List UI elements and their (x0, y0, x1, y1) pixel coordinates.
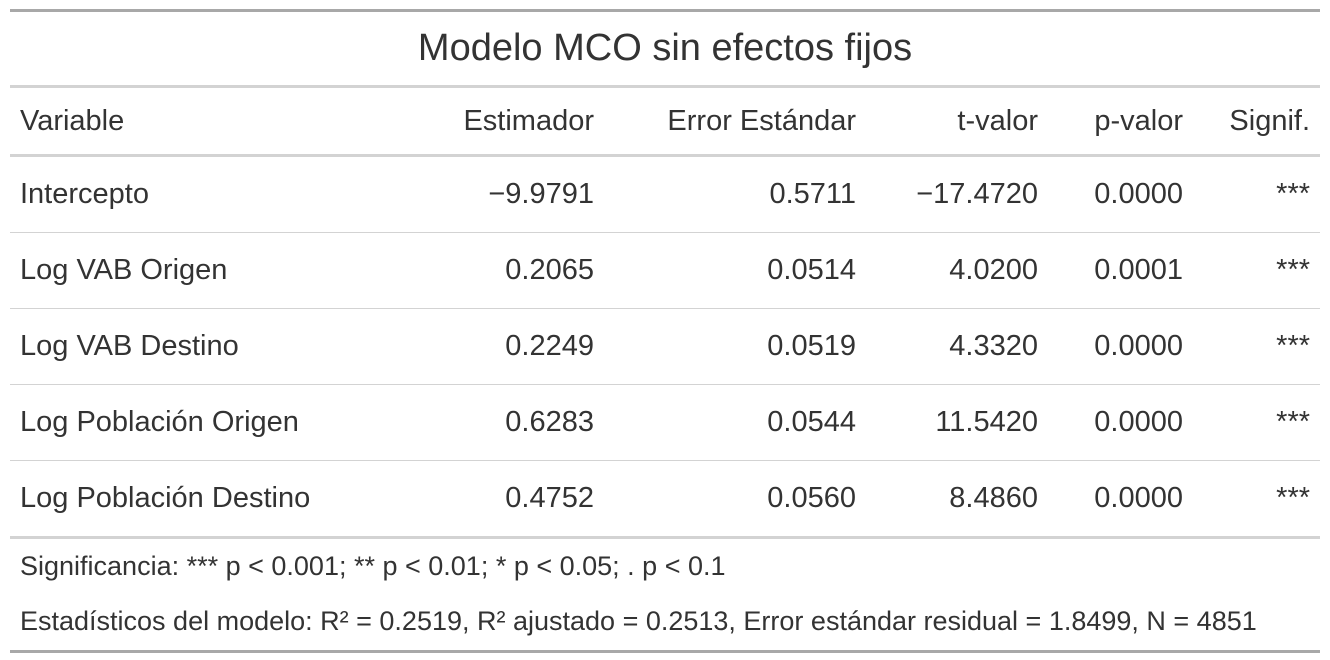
row-label: Log Población Destino (10, 460, 422, 539)
cell: 8.4860 (866, 460, 1048, 539)
footnote: Significancia: *** p < 0.001; ** p < 0.0… (20, 550, 726, 581)
table-title: Modelo MCO sin efectos fijos (10, 9, 1321, 88)
cell: 0.0544 (604, 384, 866, 461)
column-header: Variable (10, 86, 422, 157)
table-foot: Significancia: *** p < 0.001; ** p < 0.0… (10, 538, 1321, 653)
cell: *** (1193, 232, 1321, 309)
table-row: Log VAB Origen 0.2065 0.0514 4.0200 0.0001 **… (10, 232, 1321, 309)
cell: 0.2065 (422, 232, 604, 309)
table-row: Intercepto −9.9791 0.5711 −17.4720 0.0000 *** (10, 155, 1321, 233)
footnote: Estadísticos del modelo: R² = 0.2519, R²… (10, 593, 1321, 653)
row-label: Log Población Origen (10, 384, 422, 461)
cell: 0.4752 (422, 460, 604, 539)
cell: 0.5711 (604, 155, 866, 233)
column-header: Signif. (1193, 86, 1321, 157)
cell: *** (1193, 460, 1321, 539)
column-header: Estimador (422, 86, 604, 157)
row-label: Log VAB Destino (10, 308, 422, 385)
cell: 0.2249 (422, 308, 604, 385)
row-label: Log VAB Origen (10, 232, 422, 309)
cell: 0.6283 (422, 384, 604, 461)
cell: 0.0000 (1048, 308, 1193, 385)
header-row: Variable Estimador Error Estándar t-valor p-… (10, 86, 1321, 157)
cell: *** (1193, 308, 1321, 385)
table-row: Log Población Destino 0.4752 0.0560 8.4860 0… (10, 460, 1321, 539)
cell: 0.0000 (1048, 155, 1193, 233)
cell: *** (1193, 155, 1321, 233)
column-header: p-valor (1048, 86, 1193, 157)
table-row: Log VAB Destino 0.2249 0.0519 4.3320 0.0000 *… (10, 308, 1321, 385)
table-head: Modelo MCO sin efectos fijos Variable Est… (10, 9, 1321, 157)
table-container: Modelo MCO sin efectos fijos Variable Est… (10, 9, 1321, 653)
cell: 0.0000 (1048, 384, 1193, 461)
column-header: t-valor (866, 86, 1048, 157)
cell: 0.0001 (1048, 232, 1193, 309)
table-row: Log Población Origen 0.6283 0.0544 11.5420 0… (10, 384, 1321, 461)
footnote-row: Significancia: *** p < 0.001; ** p < 0.0… (10, 538, 1320, 594)
cell: 0.0514 (604, 232, 866, 309)
cell: −17.4720 (866, 155, 1048, 233)
cell: *** (1193, 384, 1321, 461)
cell: 4.3320 (866, 308, 1048, 385)
column-header: Error Estándar (604, 86, 866, 157)
cell: −9.9791 (422, 155, 604, 233)
cell: 0.0519 (604, 308, 866, 385)
regression-table: Modelo MCO sin efectos fijos Variable Est… (10, 9, 1321, 653)
cell: 0.0000 (1048, 460, 1193, 539)
title-row: Modelo MCO sin efectos fijos (10, 9, 1321, 88)
cell: 0.0560 (604, 460, 866, 539)
row-label: Intercepto (10, 155, 422, 233)
footnote-row: Estadísticos del modelo: R² = 0.2519, R²… (10, 593, 1321, 653)
cell: 11.5420 (866, 384, 1048, 461)
cell: 4.0200 (866, 232, 1048, 309)
table-body: Intercepto −9.9791 0.5711 −17.4720 0.0000 ***… (10, 155, 1321, 539)
